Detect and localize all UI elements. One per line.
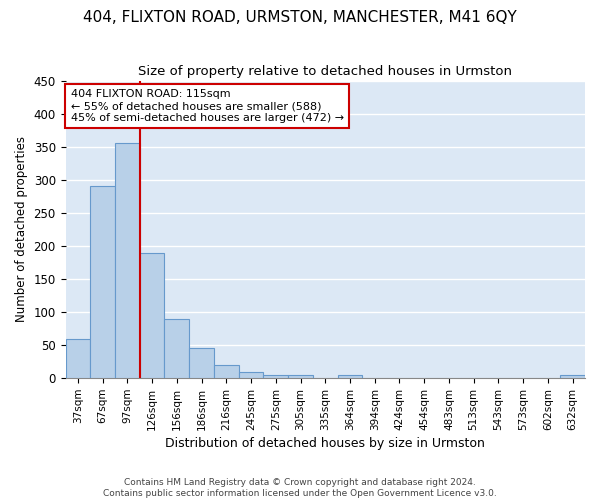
Bar xyxy=(239,372,263,378)
Bar xyxy=(164,318,189,378)
Bar xyxy=(90,186,115,378)
Bar xyxy=(189,348,214,378)
Y-axis label: Number of detached properties: Number of detached properties xyxy=(15,136,28,322)
Bar xyxy=(560,375,585,378)
Text: 404 FLIXTON ROAD: 115sqm
← 55% of detached houses are smaller (588)
45% of semi-: 404 FLIXTON ROAD: 115sqm ← 55% of detach… xyxy=(71,90,344,122)
X-axis label: Distribution of detached houses by size in Urmston: Distribution of detached houses by size … xyxy=(166,437,485,450)
Bar xyxy=(214,365,239,378)
Bar xyxy=(115,144,140,378)
Bar xyxy=(140,252,164,378)
Bar xyxy=(263,375,288,378)
Bar xyxy=(338,375,362,378)
Text: Contains HM Land Registry data © Crown copyright and database right 2024.
Contai: Contains HM Land Registry data © Crown c… xyxy=(103,478,497,498)
Bar xyxy=(65,338,90,378)
Bar xyxy=(288,375,313,378)
Title: Size of property relative to detached houses in Urmston: Size of property relative to detached ho… xyxy=(138,65,512,78)
Text: 404, FLIXTON ROAD, URMSTON, MANCHESTER, M41 6QY: 404, FLIXTON ROAD, URMSTON, MANCHESTER, … xyxy=(83,10,517,25)
